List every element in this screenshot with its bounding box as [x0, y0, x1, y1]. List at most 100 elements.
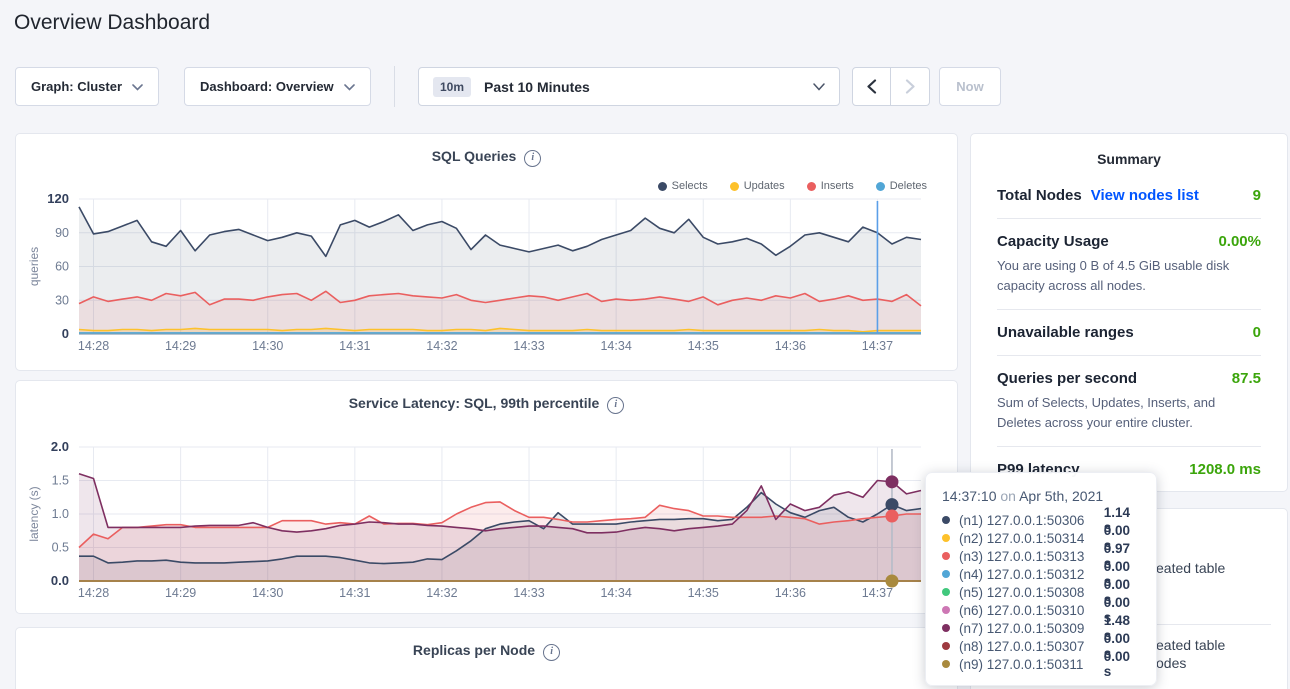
divider [997, 309, 1261, 310]
p99-latency-value: 1208.0 ms [1189, 461, 1261, 478]
capacity-usage-label: Capacity Usage [997, 233, 1109, 250]
svg-text:14:34: 14:34 [600, 339, 631, 353]
info-icon[interactable]: i [543, 644, 561, 661]
svg-text:0.5: 0.5 [52, 541, 69, 555]
summary-title: Summary [1097, 151, 1161, 167]
unavailable-ranges-label: Unavailable ranges [997, 324, 1134, 341]
tooltip-node-row: (n5) 127.0.0.1:50308 0.00 s [942, 577, 1140, 607]
svg-text:14:36: 14:36 [775, 586, 806, 600]
svg-text:14:28: 14:28 [78, 586, 109, 600]
legend-item[interactable]: Deletes [875, 180, 927, 192]
sql-queries-legend: Selects Updates Inserts Deletes [657, 180, 927, 192]
svg-text:14:37: 14:37 [862, 586, 893, 600]
legend-item[interactable]: Updates [729, 180, 785, 192]
svg-text:latency (s): latency (s) [27, 486, 41, 541]
node-color-dot [942, 606, 950, 614]
svg-text:14:36: 14:36 [775, 339, 806, 353]
graph-dropdown-label: Graph: Cluster [31, 79, 123, 94]
svg-text:14:28: 14:28 [78, 339, 109, 353]
svg-text:1.0: 1.0 [52, 507, 69, 521]
svg-text:14:37: 14:37 [862, 339, 893, 353]
svg-text:14:29: 14:29 [165, 339, 196, 353]
legend-item[interactable]: Selects [657, 180, 708, 192]
tooltip-node-row: (n2) 127.0.0.1:50314 0.00 s [942, 523, 1140, 553]
event-text-fragment: odes [1156, 655, 1187, 671]
svg-text:14:35: 14:35 [688, 339, 719, 353]
capacity-usage-value: 0.00% [1218, 233, 1261, 250]
capacity-usage-description: You are using 0 B of 4.5 GiB usable disk… [997, 258, 1230, 293]
chevron-down-icon [132, 83, 143, 91]
legend-item[interactable]: Inserts [806, 180, 854, 192]
node-color-dot [942, 642, 950, 650]
sql-queries-title: SQL Queries i [16, 148, 957, 167]
node-color-dot [942, 534, 950, 542]
dashboard-dropdown-label: Dashboard: Overview [200, 79, 334, 94]
svg-text:14:32: 14:32 [426, 339, 457, 353]
chevron-left-icon [867, 79, 877, 94]
svg-text:120: 120 [47, 191, 69, 206]
queries-per-second-description: Sum of Selects, Updates, Inserts, and De… [997, 395, 1216, 430]
node-color-dot [942, 660, 950, 668]
time-range-picker[interactable]: 10m Past 10 Minutes [418, 67, 840, 106]
tooltip-node-row: (n3) 127.0.0.1:50313 0.97 s [942, 541, 1140, 571]
queries-per-second-label: Queries per second [997, 370, 1138, 387]
info-icon[interactable]: i [607, 397, 625, 414]
svg-text:2.0: 2.0 [51, 439, 69, 454]
replicas-per-node-title: Replicas per Node i [16, 642, 957, 661]
view-nodes-list-link[interactable]: View nodes list [1090, 187, 1199, 204]
svg-text:14:33: 14:33 [513, 586, 544, 600]
svg-text:0.0: 0.0 [51, 573, 69, 588]
svg-text:14:35: 14:35 [688, 586, 719, 600]
tooltip-node-row: (n6) 127.0.0.1:50310 0.00 s [942, 595, 1140, 625]
legend-dot [729, 181, 739, 191]
total-nodes-value: 9 [1252, 187, 1261, 204]
svg-text:14:32: 14:32 [426, 586, 457, 600]
dashboard-dropdown[interactable]: Dashboard: Overview [184, 67, 371, 106]
sql-queries-chart[interactable]: 14:28 14:29 14:30 14:31 14:32 14:33 14:34 14:35… [16, 134, 957, 370]
svg-text:14:34: 14:34 [600, 586, 631, 600]
tooltip-node-row: (n4) 127.0.0.1:50312 0.00 s [942, 559, 1140, 589]
service-latency-title: Service Latency: SQL, 99th percentile i [16, 395, 957, 414]
time-range-badge: 10m [433, 76, 472, 97]
svg-text:14:33: 14:33 [513, 339, 544, 353]
queries-per-second-value: 87.5 [1231, 370, 1261, 387]
node-color-dot [942, 588, 950, 596]
now-button[interactable]: Now [939, 67, 1001, 106]
node-color-dot [942, 552, 950, 560]
sql-queries-panel: SQL Queries i Selects Updates Inserts Delete… [15, 133, 958, 371]
tooltip-node-row: (n1) 127.0.0.1:50306 1.14 s [942, 505, 1140, 535]
chevron-right-icon [905, 79, 915, 94]
svg-text:14:30: 14:30 [252, 586, 283, 600]
tooltip-node-row: (n9) 127.0.0.1:50311 0.00 s [942, 649, 1140, 679]
graph-dropdown[interactable]: Graph: Cluster [15, 67, 160, 106]
legend-dot [806, 181, 816, 191]
svg-text:60: 60 [55, 260, 69, 274]
time-range-label: Past 10 Minutes [484, 78, 590, 95]
event-text-fragment: eated table [1156, 637, 1226, 653]
svg-text:queries: queries [27, 247, 41, 286]
svg-text:90: 90 [55, 226, 69, 240]
service-latency-chart[interactable]: 14:28 14:29 14:30 14:31 14:32 14:33 14:34 14:35… [16, 381, 957, 613]
time-next-button[interactable] [891, 67, 930, 106]
info-icon[interactable]: i [524, 150, 542, 167]
replicas-per-node-panel: Replicas per Node i [15, 627, 958, 689]
svg-text:14:29: 14:29 [165, 586, 196, 600]
divider [997, 355, 1261, 356]
controls-divider [394, 66, 395, 107]
legend-dot [875, 181, 885, 191]
latency-hover-tooltip: 14:37:10 on Apr 5th, 2021 (n1) 127.0.0.1… [925, 472, 1157, 686]
total-nodes-label: Total Nodes [997, 187, 1082, 204]
chevron-down-icon [813, 82, 825, 91]
time-prev-button[interactable] [852, 67, 891, 106]
tooltip-node-row: (n7) 127.0.0.1:50309 1.48 s [942, 613, 1140, 643]
page-title: Overview Dashboard [14, 11, 211, 34]
node-color-dot [942, 570, 950, 578]
svg-text:0: 0 [62, 326, 69, 341]
chevron-down-icon [343, 83, 355, 91]
summary-panel: Summary Total Nodes View nodes list 9 Ca… [970, 133, 1288, 492]
svg-text:14:31: 14:31 [339, 339, 370, 353]
svg-text:30: 30 [55, 293, 69, 307]
tooltip-node-row: (n8) 127.0.0.1:50307 0.00 s [942, 631, 1140, 661]
time-nav-group [852, 67, 930, 106]
unavailable-ranges-value: 0 [1252, 324, 1261, 341]
